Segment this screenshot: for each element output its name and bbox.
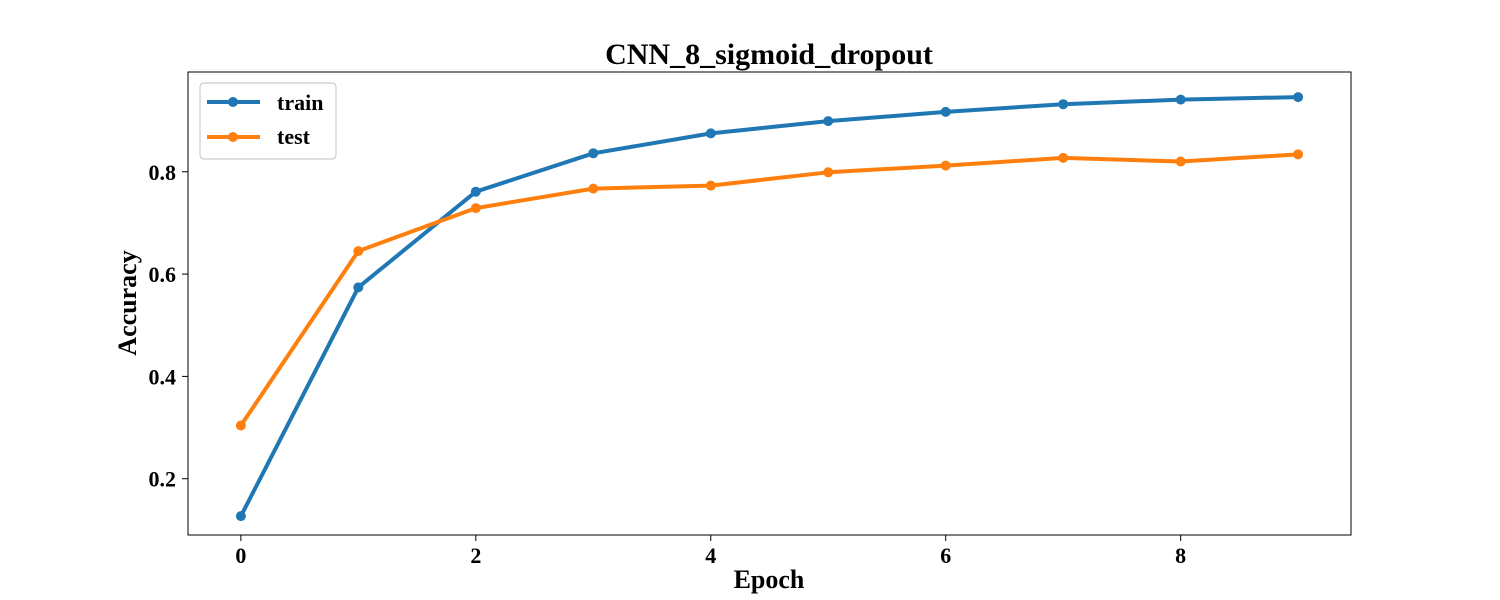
data-point-test-0 xyxy=(235,420,246,431)
series-line-test xyxy=(238,152,1301,428)
data-point-train-8 xyxy=(1175,94,1186,105)
plot-frame xyxy=(187,71,1352,536)
data-point-test-4 xyxy=(705,180,716,191)
data-point-test-9 xyxy=(1293,149,1304,160)
data-point-train-6 xyxy=(940,106,951,117)
data-point-train-2 xyxy=(470,186,481,197)
data-point-train-9 xyxy=(1293,92,1304,103)
data-point-train-1 xyxy=(353,282,364,293)
series-line-train xyxy=(238,95,1301,519)
data-point-test-5 xyxy=(823,167,834,178)
data-point-train-7 xyxy=(1058,99,1069,110)
data-point-test-1 xyxy=(353,246,364,257)
y-tick-label: 0.2 xyxy=(149,467,177,492)
data-point-train-4 xyxy=(705,128,716,139)
data-point-test-6 xyxy=(940,160,951,171)
axes: 0 2 4 6 8 0.2 0.4 0.6 0.8 xyxy=(149,71,1352,568)
data-point-test-8 xyxy=(1175,156,1186,167)
plot-area xyxy=(235,92,1304,522)
chart-title: CNN_8_sigmoid_dropout xyxy=(605,38,933,71)
data-point-test-7 xyxy=(1058,152,1069,163)
legend-marker-train xyxy=(228,97,238,107)
y-tick-label: 0.8 xyxy=(149,160,177,185)
legend-label-test: test xyxy=(277,124,311,149)
data-point-train-5 xyxy=(823,116,834,127)
x-tick-label: 0 xyxy=(235,543,246,568)
y-tick-label: 0.4 xyxy=(149,364,177,389)
legend-entry-train: train xyxy=(207,90,323,115)
data-point-train-0 xyxy=(235,511,246,522)
x-tick-label: 6 xyxy=(940,543,951,568)
x-tick-label: 4 xyxy=(705,543,716,568)
data-point-test-3 xyxy=(588,183,599,194)
x-tick-label: 2 xyxy=(470,543,481,568)
x-tick-label: 8 xyxy=(1175,543,1186,568)
x-axis-label: Epoch xyxy=(734,565,805,594)
legend-entry-test: test xyxy=(207,124,311,149)
data-point-test-2 xyxy=(470,203,481,214)
legend-marker-test xyxy=(228,132,238,142)
legend-label-train: train xyxy=(277,90,323,115)
y-axis-label: Accuracy xyxy=(113,250,142,355)
legend: train test xyxy=(199,82,337,160)
y-tick-label: 0.6 xyxy=(149,262,177,287)
data-point-train-3 xyxy=(588,148,599,159)
